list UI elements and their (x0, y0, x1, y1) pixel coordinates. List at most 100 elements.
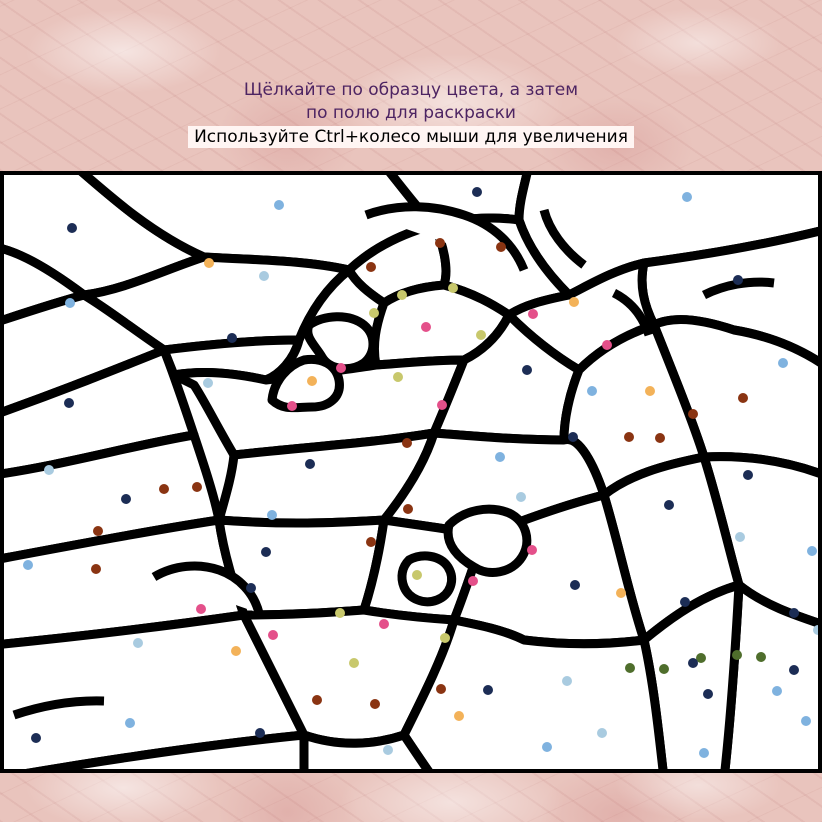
footer-marble-banner (0, 773, 822, 822)
color-hint-dot (305, 459, 315, 469)
color-hint-dot (735, 532, 745, 542)
color-hint-dot (64, 398, 74, 408)
color-hint-dot (91, 564, 101, 574)
color-hint-dot (778, 358, 788, 368)
color-region[interactable] (303, 312, 378, 374)
color-hint-dot (203, 378, 213, 388)
color-hint-dot (267, 510, 277, 520)
color-hint-dot (616, 588, 626, 598)
color-hint-dot (476, 330, 486, 340)
color-hint-dot (133, 638, 143, 648)
color-hint-dot (436, 684, 446, 694)
color-hint-dot (412, 570, 422, 580)
color-hint-dot (789, 665, 799, 675)
color-region[interactable] (443, 504, 532, 577)
color-region[interactable] (397, 551, 456, 607)
color-hint-dot (528, 309, 538, 319)
color-hint-dot (435, 238, 445, 248)
color-hint-dot (527, 545, 537, 555)
coloring-regions[interactable] (4, 175, 818, 769)
region-boundary-line (151, 561, 264, 615)
color-hint-dot (696, 653, 706, 663)
color-hint-dot (688, 658, 698, 668)
color-hint-dot (393, 372, 403, 382)
color-hint-dot (255, 728, 265, 738)
color-hint-dot (664, 500, 674, 510)
color-region[interactable] (4, 730, 309, 769)
color-hint-dot (801, 716, 811, 726)
coloring-board-frame (0, 171, 822, 773)
color-hint-dot (655, 433, 665, 443)
color-region[interactable] (267, 354, 344, 413)
color-hint-dot (312, 695, 322, 705)
color-hint-dot (659, 664, 669, 674)
color-hint-dot (335, 608, 345, 618)
color-hint-dot (421, 322, 431, 332)
color-hint-dot (682, 192, 692, 202)
color-hint-dot (624, 432, 634, 442)
zoom-hint-wrapper: Используйте Ctrl+колесо мыши для увеличе… (0, 126, 822, 148)
color-hint-dot (196, 604, 206, 614)
color-hint-dot (402, 438, 412, 448)
color-hint-dot (680, 597, 690, 607)
color-hint-dot (472, 187, 482, 197)
color-hint-dot (699, 748, 709, 758)
color-hint-dots (23, 187, 818, 758)
color-hint-dot (366, 262, 376, 272)
region-boundary-line (611, 288, 654, 337)
color-hint-dot (397, 290, 407, 300)
header-marble-banner: Щёлкайте по образцу цвета, а затем по по… (0, 0, 822, 171)
color-hint-dot (44, 465, 54, 475)
color-hint-dot (67, 223, 77, 233)
color-hint-dot (570, 580, 580, 590)
color-hint-dot (231, 646, 241, 656)
color-hint-dot (562, 676, 572, 686)
color-hint-dot (437, 400, 447, 410)
color-hint-dot (496, 242, 506, 252)
color-hint-dot (159, 484, 169, 494)
color-hint-dot (813, 625, 818, 635)
region-boundary-line (364, 202, 529, 272)
color-hint-dot (274, 200, 284, 210)
color-hint-dot (568, 432, 578, 442)
color-hint-dot (383, 745, 393, 755)
color-hint-dot (246, 583, 256, 593)
color-hint-dot (268, 630, 278, 640)
color-hint-dot (602, 340, 612, 350)
color-hint-dot (732, 650, 742, 660)
color-hint-dot (454, 711, 464, 721)
color-hint-dot (522, 365, 532, 375)
coloring-picture[interactable] (4, 175, 818, 769)
color-hint-dot (789, 608, 799, 618)
color-hint-dot (495, 452, 505, 462)
color-hint-dot (569, 297, 579, 307)
color-hint-dot (483, 685, 493, 695)
color-hint-dot (587, 386, 597, 396)
color-hint-dot (125, 718, 135, 728)
color-hint-dot (516, 492, 526, 502)
region-boundary-line (12, 696, 105, 720)
color-hint-dot (93, 526, 103, 536)
coloring-canvas[interactable] (4, 175, 818, 769)
color-hint-dot (366, 537, 376, 547)
color-hint-dot (756, 652, 766, 662)
color-hint-dot (772, 686, 782, 696)
instruction-line-2: по полю для раскраски (306, 103, 516, 123)
color-hint-dot (542, 742, 552, 752)
color-hint-dot (807, 546, 817, 556)
color-hint-dot (379, 619, 389, 629)
color-hint-dot (468, 576, 478, 586)
color-hint-dot (369, 308, 379, 318)
region-boundary-line (539, 208, 587, 269)
color-hint-dot (738, 393, 748, 403)
color-region[interactable] (299, 730, 434, 769)
color-hint-dot (192, 482, 202, 492)
color-hint-dot (688, 409, 698, 419)
color-hint-dot (625, 663, 635, 673)
zoom-hint: Используйте Ctrl+колесо мыши для увеличе… (188, 126, 634, 148)
color-hint-dot (440, 633, 450, 643)
color-hint-dot (65, 298, 75, 308)
color-hint-dot (349, 658, 359, 668)
color-hint-dot (597, 728, 607, 738)
color-hint-dot (703, 689, 713, 699)
